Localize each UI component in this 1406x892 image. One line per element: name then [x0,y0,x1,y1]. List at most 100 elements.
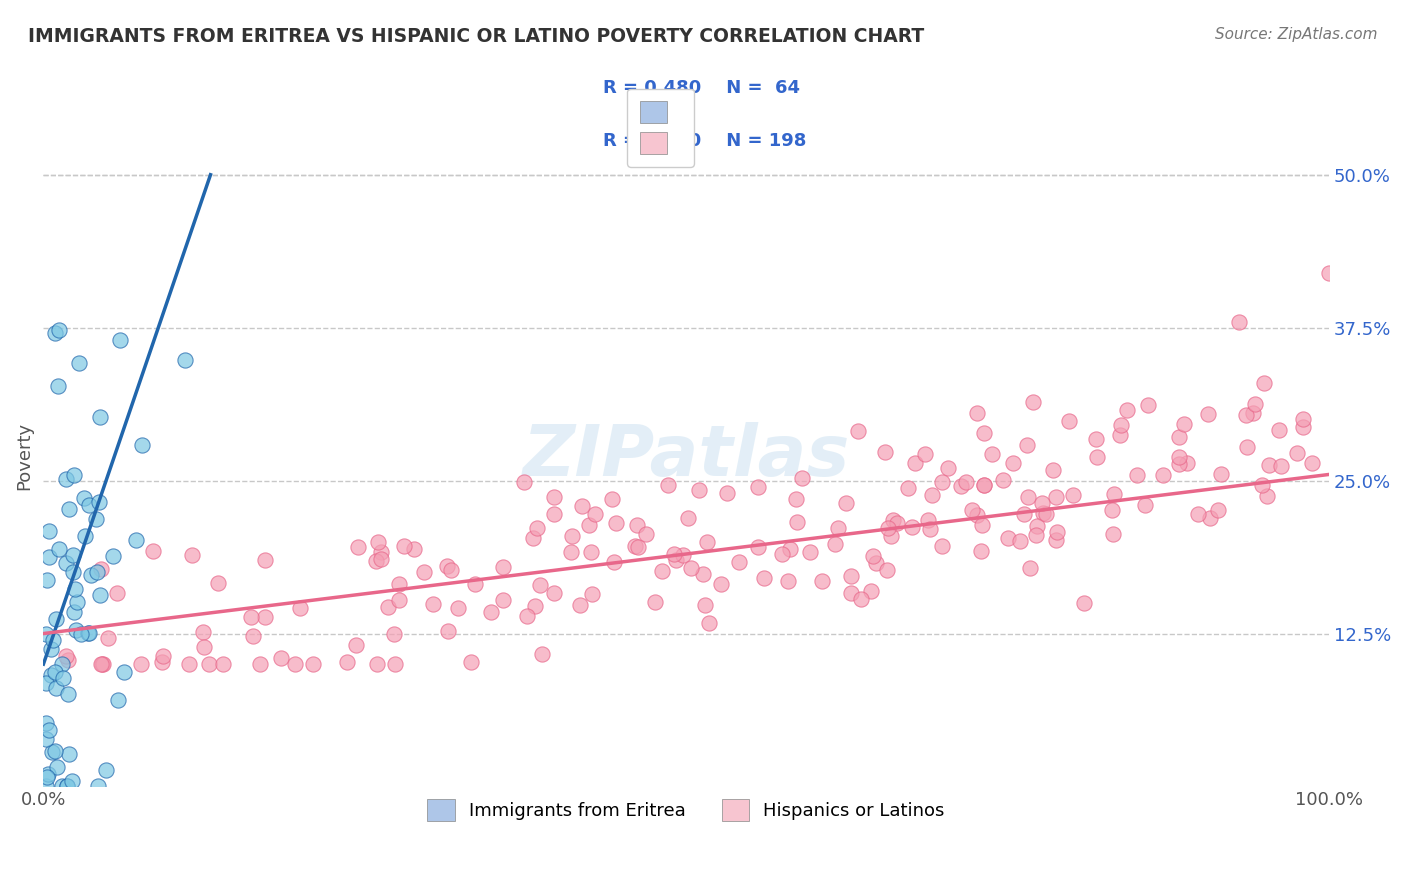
Point [56,687,79,701]
Point [1227,314,1250,328]
Point [1042,463,1064,477]
Point [422,597,444,611]
Point [841,568,863,582]
Point [460,655,482,669]
Point [1256,490,1278,504]
Point [60,773,83,788]
Point [52,671,75,685]
Point [644,595,666,609]
Point [693,598,716,612]
Point [516,608,538,623]
Point [63,468,86,483]
Point [981,447,1004,461]
Point [58,502,80,516]
Point [38,723,60,738]
Point [1236,440,1258,454]
Point [344,638,367,652]
Point [770,547,793,561]
Text: R = 0.480    N =  64: R = 0.480 N = 64 [603,78,800,96]
Point [76,626,98,640]
Point [973,478,995,492]
Point [129,657,152,672]
Point [811,574,834,588]
Point [1243,397,1265,411]
Point [728,555,751,569]
Point [920,522,942,536]
Point [634,527,657,541]
Point [841,586,863,600]
Point [1199,510,1222,524]
Point [479,605,502,619]
Point [605,516,627,531]
Point [35,627,58,641]
Point [973,477,995,491]
Point [876,562,898,576]
Point [193,625,215,640]
Point [991,473,1014,487]
Point [382,627,405,641]
Point [578,517,600,532]
Point [207,575,229,590]
Point [779,541,801,556]
Point [523,599,546,613]
Point [51,780,73,794]
Point [1109,428,1132,442]
Point [440,563,463,577]
Point [716,486,738,500]
Point [464,577,486,591]
Point [152,648,174,663]
Point [1286,446,1309,460]
Point [58,747,80,761]
Point [676,511,699,525]
Point [55,556,77,570]
Point [530,648,553,662]
Point [1253,376,1275,390]
Point [437,624,460,638]
Point [388,592,411,607]
Point [35,731,58,746]
Point [627,540,650,554]
Point [931,475,953,489]
Point [1268,423,1291,437]
Point [579,545,602,559]
Point [873,444,896,458]
Point [436,558,458,573]
Point [973,425,995,440]
Point [1019,561,1042,575]
Point [388,576,411,591]
Point [1101,502,1123,516]
Point [1292,412,1315,426]
Point [543,490,565,504]
Point [77,498,100,512]
Point [41,745,63,759]
Point [253,610,276,624]
Point [526,521,548,535]
Point [665,553,688,567]
Point [699,615,721,630]
Point [960,503,983,517]
Point [1133,498,1156,512]
Point [35,770,58,784]
Point [679,560,702,574]
Point [970,543,993,558]
Point [48,542,70,557]
Point [492,560,515,574]
Point [903,456,925,470]
Legend: Immigrants from Eritrea, Hispanics or Latinos: Immigrants from Eritrea, Hispanics or La… [419,790,953,830]
Point [301,657,323,672]
Point [1017,490,1039,504]
Point [543,508,565,522]
Point [270,650,292,665]
Point [955,475,977,490]
Point [290,601,312,615]
Point [1206,502,1229,516]
Point [561,529,583,543]
Point [651,564,673,578]
Point [346,540,368,554]
Point [529,578,551,592]
Point [80,568,103,582]
Point [752,572,775,586]
Point [1251,477,1274,491]
Point [242,629,264,643]
Point [950,478,973,492]
